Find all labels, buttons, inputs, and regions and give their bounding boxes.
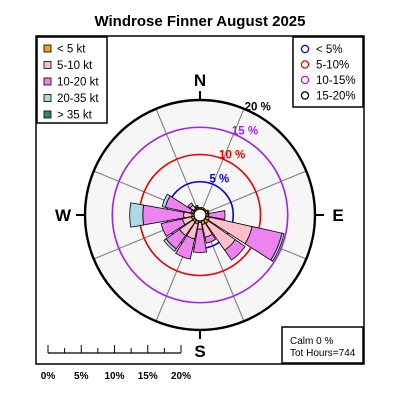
ring-label-10: 10 %	[219, 150, 245, 162]
sector-nw-bin-2	[187, 202, 194, 209]
speed-legend-swatch	[43, 44, 52, 53]
ring-legend-marker	[300, 60, 310, 69]
hours-label: Tot Hours=744	[290, 348, 356, 359]
ring-label-20: 20 %	[245, 101, 271, 113]
center-hole	[193, 208, 207, 222]
ring-label-15: 15 %	[232, 125, 258, 137]
calm-label: Calm 0 %	[290, 336, 333, 347]
ring-legend-label: 15-20%	[316, 91, 356, 103]
speed-legend-swatch	[43, 94, 52, 102]
speed-legend-swatch	[43, 77, 52, 86]
scale-bar-label: 5%	[74, 371, 89, 382]
sector-sse-bin-2	[204, 233, 217, 244]
ring-legend-label: 10-15%	[316, 75, 356, 87]
sector-s-bin-2	[193, 228, 207, 254]
scale-bar-label: 0%	[41, 371, 56, 382]
ring-legend-marker	[300, 75, 310, 85]
scale-bar-ticks: 0% 5% 10% 15% 20%	[41, 345, 191, 382]
speed-legend-label: 10-20 kt	[57, 77, 99, 89]
speed-legend: < 5 kt 5-10 kt 10-20 kt 20-35 kt > 35 kt	[36, 36, 108, 124]
sector-ese-bin-3	[270, 232, 285, 262]
speed-legend-label: > 35 kt	[57, 110, 93, 122]
plot-frame	[35, 35, 365, 365]
chart-title: Windrose Finner August 2025	[94, 13, 305, 30]
ring-legend-marker	[300, 44, 310, 54]
ring-label-5: 5 %	[209, 174, 229, 186]
ring-legend-label: < 5%	[316, 44, 343, 56]
cardinal-label-west: W	[55, 206, 72, 225]
sector-se-bin-2	[224, 239, 246, 261]
ring-legend-items: < 5% 5-10% 10-15% 15-20%	[300, 44, 356, 103]
speed-legend-label: < 5 kt	[57, 44, 86, 56]
sector-ene-bin-1	[206, 209, 210, 214]
info-box: Calm 0 % Tot Hours=744	[281, 326, 364, 364]
cardinal-label-east: E	[332, 206, 343, 225]
cardinal-label-north: N	[194, 71, 206, 90]
info-box-frame	[281, 326, 364, 364]
sector-ssw-bin-2	[175, 235, 196, 260]
ring-legend-box	[292, 36, 364, 108]
rose-layer: 5 % 10 % 15 % 20 %	[76, 91, 324, 339]
speed-legend-label: 5-10 kt	[57, 60, 93, 72]
speed-legend-label: 20-35 kt	[57, 93, 99, 105]
ring-15-percent	[111, 126, 289, 304]
sector-e-bin-2	[208, 210, 226, 220]
scale-bar-label: 20%	[171, 371, 191, 382]
ring-legend-label: 5-10%	[316, 60, 349, 72]
ring-legend-marker	[300, 91, 310, 100]
speed-legend-swatch	[43, 61, 52, 69]
scale-bar: 0% 5% 10% 15% 20%	[41, 345, 191, 382]
speed-legend-swatch	[43, 110, 52, 119]
ring-20-percent	[83, 98, 317, 332]
sector-wsw-bin-2	[160, 218, 186, 237]
ring-legend: < 5% 5-10% 10-15% 15-20%	[292, 36, 364, 108]
sector-wnw-bin-3	[161, 193, 171, 208]
scale-bar-label: 15%	[138, 371, 158, 382]
sector-sw-bin-3	[163, 238, 177, 252]
cardinal-label-south: S	[194, 342, 205, 361]
speed-legend-items: < 5 kt 5-10 kt 10-20 kt 20-35 kt > 35 kt	[43, 44, 99, 122]
sector-w-bin-3	[129, 202, 145, 228]
scale-bar-label: 10%	[104, 371, 124, 382]
sector-nnw-bin-2	[194, 204, 199, 209]
